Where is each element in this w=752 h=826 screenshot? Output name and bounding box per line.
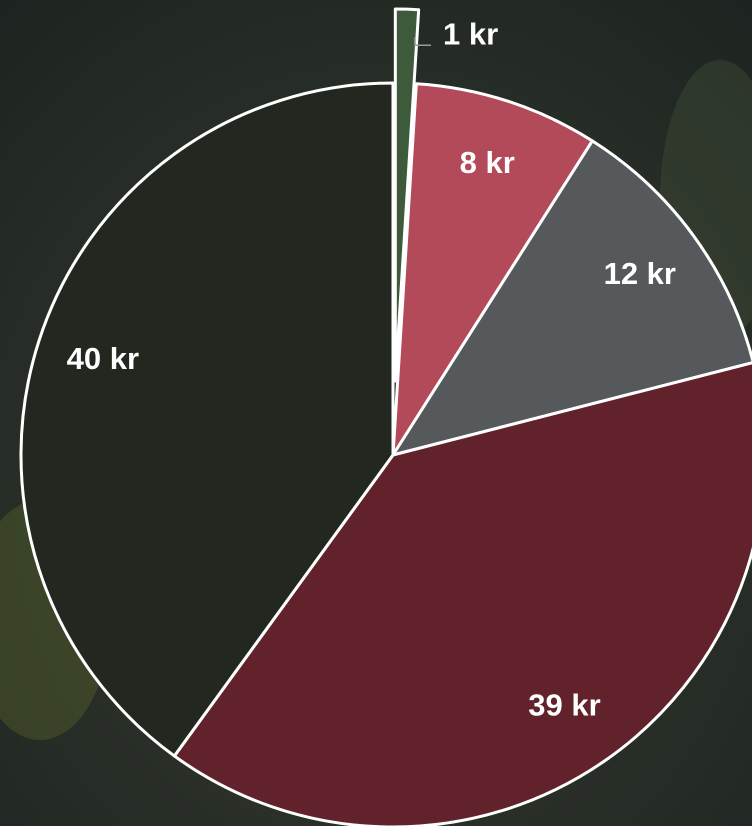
data-label: 39 kr [528, 687, 600, 722]
data-label: 12 kr [604, 256, 676, 291]
data-label: 40 kr [67, 341, 139, 376]
data-label: 1 kr [443, 16, 498, 51]
pie-slice [172, 361, 752, 826]
pie-slice [391, 82, 594, 457]
leader-line [414, 37, 432, 46]
pie-slice [393, 7, 421, 383]
data-label: 8 kr [460, 145, 515, 180]
pie-slice [391, 139, 752, 457]
pie-slice [19, 81, 395, 758]
